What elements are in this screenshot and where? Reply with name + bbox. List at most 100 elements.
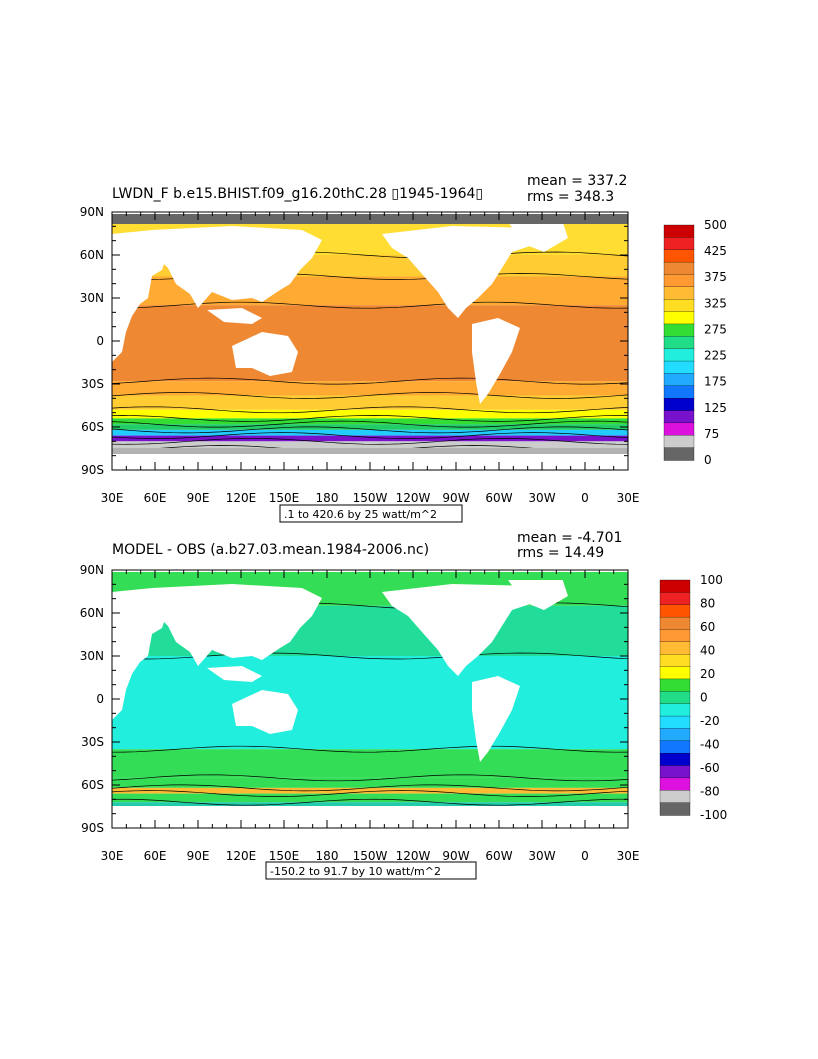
color-band [112, 787, 628, 794]
contour-line [112, 437, 628, 445]
colorbar-label: 225 [704, 349, 727, 363]
colorbar-swatch [663, 274, 695, 288]
colorbar-swatch [659, 790, 691, 804]
colorbar-swatch [663, 422, 695, 436]
contour-line [112, 377, 628, 385]
lat-label: 0 [96, 334, 104, 348]
lon-label: 150E [269, 849, 300, 863]
colorbar-label: 100 [700, 573, 723, 587]
colorbar-swatch [663, 224, 695, 239]
panel-1: mean = 337.2 rms = 348.3 LWDN_F b.e15.BH… [80, 173, 727, 523]
lon-label: 60W [485, 849, 512, 863]
lon-label: 90E [187, 849, 210, 863]
colorbar-swatch [659, 728, 691, 742]
lon-label: 120W [396, 491, 431, 505]
colorbar-swatch [663, 373, 695, 387]
color-band [112, 395, 628, 410]
colorbar-label: 425 [704, 244, 727, 258]
colorbar-label: 125 [704, 401, 727, 415]
panel-1-mean: mean = 337.2 [527, 173, 627, 189]
colorbar-swatch [659, 604, 691, 618]
colorbar-label: 325 [704, 296, 727, 310]
lon-label: 60E [144, 491, 167, 505]
lon-label: 60W [485, 491, 512, 505]
colorbar-swatch [659, 802, 691, 816]
colorbar-swatch [663, 249, 695, 263]
panel-2-lat-labels: 90N 60N 30N 0 30S 60S 90S [80, 563, 104, 835]
contour-line [112, 432, 628, 439]
lon-label: 180 [316, 491, 339, 505]
panel-1-lon-labels: 30E 60E 90E 120E 150E 180 150W 120W 90W 60W 30W 0 30… [101, 491, 640, 505]
colorbar-swatch [659, 740, 691, 754]
contour-line [112, 420, 628, 428]
lon-label: 120E [226, 491, 257, 505]
contour-line [112, 301, 628, 309]
lat-label: 30S [81, 735, 104, 749]
lon-label: 180 [316, 849, 339, 863]
lon-label: 0 [581, 491, 589, 505]
lon-label: 30E [617, 491, 640, 505]
colorbar-swatch [663, 336, 695, 350]
panel-1-lat-labels: 90N 60N 30N 0 30S 60S 90S [80, 205, 104, 477]
colorbar-label: 75 [704, 427, 719, 441]
panel-2-rms: rms = 14.49 [517, 545, 604, 561]
panel-1-ticks [111, 211, 629, 471]
colorbar-swatch [663, 410, 695, 424]
colorbar-swatch [663, 360, 695, 375]
colorbar-swatch [659, 654, 691, 668]
contour-line [112, 745, 628, 753]
colorbar-swatch [659, 691, 691, 705]
colorbar-label: 80 [700, 597, 715, 611]
color-band [112, 749, 628, 778]
panel-2-title: MODEL - OBS (a.b27.03.mean.1984-2006.nc) [112, 542, 429, 558]
lon-label: 30E [101, 849, 124, 863]
colorbar-label: -60 [700, 761, 720, 775]
colorbar-swatch [659, 579, 691, 594]
color-band [112, 435, 628, 442]
colorbar-label: -80 [700, 785, 720, 799]
colorbar-label: 60 [700, 620, 715, 634]
lat-label: 90S [81, 821, 104, 835]
color-band [112, 381, 628, 396]
color-band [112, 441, 628, 449]
colorbar-swatch [659, 666, 691, 680]
contour-line [112, 790, 628, 797]
lon-label: 90W [442, 849, 469, 863]
color-band [112, 656, 628, 750]
contour-line [112, 415, 628, 422]
colorbar-swatch [663, 311, 695, 325]
contour-line [112, 392, 628, 399]
panel-2-contour-note-box: -150.2 to 91.7 by 10 watt/m^2 [265, 861, 477, 880]
lat-label: 90N [80, 205, 104, 219]
color-band [112, 424, 628, 430]
colorbar-swatch [663, 398, 695, 412]
panel-1-contour-note-box: .1 to 420.6 by 25 watt/m^2 [279, 504, 463, 523]
panel-2-map: 90N 60N 30N 0 30S 60S 90S 30E 60E 90E 120E 150E 180… [80, 563, 640, 863]
colorbar-swatch [663, 237, 695, 251]
colorbar-swatch [663, 385, 695, 399]
lon-label: 60E [144, 849, 167, 863]
contour-line [112, 406, 628, 414]
color-band [112, 777, 628, 788]
lon-label: 30E [101, 491, 124, 505]
colorbar-swatch [659, 777, 691, 791]
lon-label: 30E [617, 849, 640, 863]
colorbar-label: 20 [700, 667, 715, 681]
colorbar-swatch [659, 703, 691, 717]
lon-label: 120E [226, 849, 257, 863]
lat-label: 60S [81, 778, 104, 792]
contour-line [112, 774, 628, 782]
contour-line [112, 652, 628, 660]
panel-2: mean = -4.701 rms = 14.49 MODEL - OBS (a… [80, 530, 727, 880]
colorbar-swatch [663, 435, 695, 449]
contour-line [112, 426, 628, 434]
panel-1-colorbar: 500 425 375 325 275 225 175 125 75 0 [663, 218, 727, 467]
panel-1-title: LWDN_F b.e15.BHIST.f09_g16.20thC.28 ▯194… [112, 186, 483, 202]
panel-1-map: 90N 60N 30N 0 30S 60S 90S 30E 60E 90E 120E 150E 180… [80, 205, 640, 505]
lon-label: 90W [442, 491, 469, 505]
panel-2-mean: mean = -4.701 [517, 530, 622, 546]
colorbar-swatch [663, 348, 695, 362]
colorbar-swatch [659, 678, 691, 692]
lat-label: 60S [81, 420, 104, 434]
